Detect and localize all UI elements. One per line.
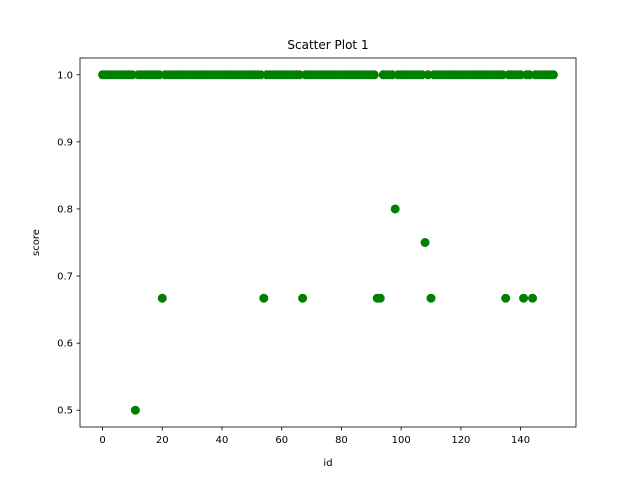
x-tick-label: 40 [216, 435, 229, 446]
y-tick-label: 0.7 [57, 272, 73, 283]
x-axis-label: id [323, 458, 332, 469]
x-tick-label: 20 [156, 435, 169, 446]
x-tick-label: 60 [275, 435, 288, 446]
data-point [390, 204, 400, 214]
x-tick-label: 120 [451, 435, 470, 446]
x-tick-label: 140 [511, 435, 530, 446]
data-point [519, 293, 529, 303]
data-point [548, 70, 558, 80]
y-tick-label: 0.5 [57, 406, 73, 417]
data-point [528, 293, 538, 303]
x-axis-ticks: 0 20 40 60 80 100 120 140 [99, 427, 530, 446]
data-point [420, 238, 430, 247]
y-axis-ticks: 0.5 0.6 0.7 0.8 0.9 1.0 [57, 70, 80, 417]
data-point [298, 293, 308, 303]
x-tick-label: 0 [99, 435, 105, 446]
y-tick-label: 0.8 [57, 204, 73, 215]
data-point [369, 70, 379, 80]
x-tick-label: 100 [392, 435, 411, 446]
y-tick-label: 0.9 [57, 137, 73, 148]
data-point [130, 405, 140, 415]
x-tick-label: 80 [335, 435, 348, 446]
y-tick-label: 1.0 [57, 70, 73, 81]
y-tick-label: 0.6 [57, 339, 73, 350]
data-point [501, 293, 511, 303]
data-points [98, 70, 558, 415]
plot-frame [79, 57, 577, 428]
data-point [426, 293, 436, 303]
chart-title: Scatter Plot 1 [287, 38, 368, 52]
data-point [375, 293, 385, 303]
y-axis-label: score [31, 229, 42, 256]
data-point [157, 293, 167, 303]
data-point [259, 293, 269, 303]
